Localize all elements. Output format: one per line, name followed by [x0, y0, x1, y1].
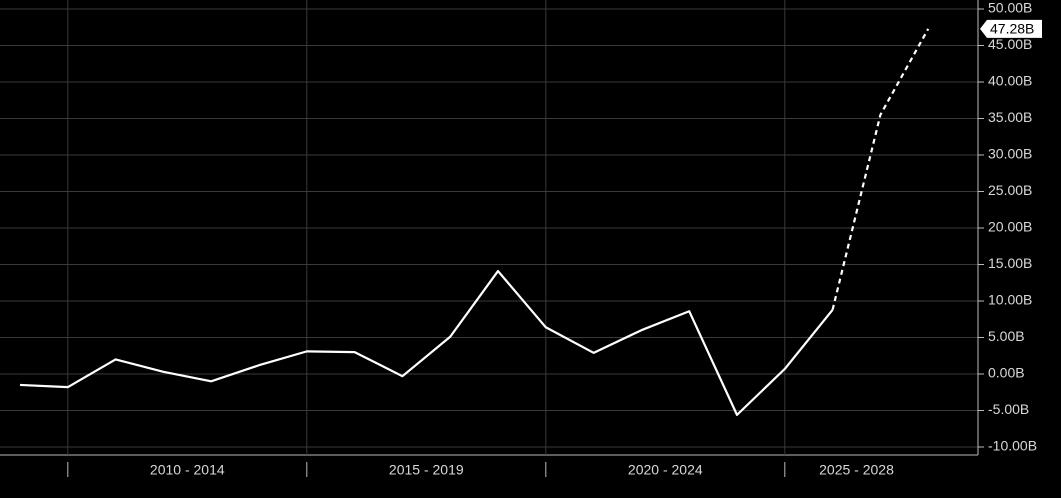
- y-tick-label: 0.00B: [988, 365, 1025, 381]
- y-tick-label: 10.00B: [988, 292, 1032, 308]
- x-group-label: 2020 - 2024: [628, 462, 703, 478]
- y-tick-label: 25.00B: [988, 182, 1032, 198]
- y-tick-label: -5.00B: [988, 401, 1029, 417]
- y-tick-label: 30.00B: [988, 146, 1032, 162]
- last-value-box: [980, 19, 1042, 38]
- y-tick-label: 35.00B: [988, 109, 1032, 125]
- data-line: [19, 269, 834, 416]
- x-group-label: 2025 - 2028: [819, 462, 894, 478]
- y-tick-label: 15.00B: [988, 255, 1032, 271]
- x-group-label: 2015 - 2019: [389, 462, 464, 478]
- y-tick-label: 40.00B: [988, 73, 1032, 89]
- y-tick-label: 5.00B: [988, 328, 1025, 344]
- y-tick-label: 20.00B: [988, 219, 1032, 235]
- y-tick-label: 45.00B: [988, 36, 1032, 52]
- x-group-label: 2010 - 2014: [150, 462, 225, 478]
- last-value-label: 47.28B: [990, 21, 1034, 37]
- y-tick-label: 50.00B: [988, 0, 1032, 16]
- y-tick-label: -10.00B: [988, 438, 1037, 454]
- data-line: [831, 28, 930, 311]
